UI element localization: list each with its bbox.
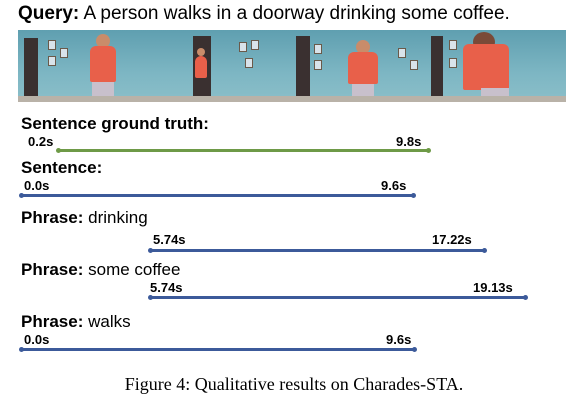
row-2-interval-bar bbox=[19, 193, 416, 198]
query-text: A person walks in a doorway drinking som… bbox=[83, 3, 510, 24]
video-frames-strip bbox=[18, 30, 566, 102]
row-4-start-time: 5.74s bbox=[150, 280, 183, 295]
query-line: Query: A person walks in a doorway drink… bbox=[18, 3, 510, 25]
row-2-end-time: 9.6s bbox=[381, 178, 407, 193]
row-4-text: some coffee bbox=[88, 260, 181, 279]
row-3-start-time: 5.74s bbox=[153, 232, 186, 247]
row-4-interval-bar bbox=[148, 295, 528, 300]
row-5-end-time: 9.6s bbox=[386, 332, 412, 347]
video-frame-2 bbox=[155, 30, 292, 102]
row-4-label: Phrase: bbox=[21, 260, 84, 279]
video-frame-1 bbox=[18, 30, 155, 102]
row-2-heading: Sentence: bbox=[21, 158, 102, 178]
row-1-start-time: 0.2s bbox=[28, 134, 54, 149]
row-2-start-time: 0.0s bbox=[24, 178, 50, 193]
row-1-interval-bar bbox=[56, 148, 431, 153]
row-5-text: walks bbox=[88, 312, 131, 331]
row-3-end-time: 17.22s bbox=[432, 232, 472, 247]
row-1-label: Sentence ground truth: bbox=[21, 114, 209, 133]
figure-caption: Figure 4: Qualitative results on Charade… bbox=[124, 374, 464, 394]
row-3-interval-bar bbox=[148, 248, 487, 253]
row-4-heading: Phrase: some coffee bbox=[21, 260, 180, 280]
video-frame-3 bbox=[292, 30, 429, 102]
row-3-heading: Phrase: drinking bbox=[21, 208, 148, 228]
row-2-label: Sentence: bbox=[21, 158, 103, 177]
row-1-heading: Sentence ground truth: bbox=[21, 114, 209, 134]
row-5-interval-bar bbox=[19, 347, 417, 352]
row-3-text: drinking bbox=[88, 208, 148, 227]
query-label: Query: bbox=[18, 3, 80, 24]
row-4-end-time: 19.13s bbox=[473, 280, 513, 295]
video-frame-4 bbox=[429, 30, 566, 102]
row-5-heading: Phrase: walks bbox=[21, 312, 131, 332]
row-3-label: Phrase: bbox=[21, 208, 84, 227]
row-1-end-time: 9.8s bbox=[396, 134, 422, 149]
row-5-label: Phrase: bbox=[21, 312, 84, 331]
row-5-start-time: 0.0s bbox=[24, 332, 50, 347]
